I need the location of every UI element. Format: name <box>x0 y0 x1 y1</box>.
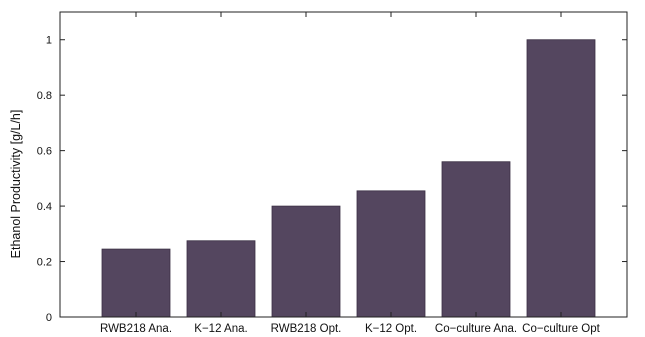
y-tick-label-5: 1 <box>46 35 52 47</box>
y-tick-label-2: 0.4 <box>37 201 52 213</box>
axes-layer <box>59 11 628 318</box>
x-category-label-4: Co−culture Ana. <box>435 323 517 335</box>
y-tick-label-4: 0.8 <box>37 90 52 102</box>
bar-1 <box>186 240 256 318</box>
bar-5 <box>526 39 596 318</box>
x-category-label-3: K−12 Opt. <box>365 323 417 335</box>
x-category-label-5: Co−culture Opt <box>522 323 600 335</box>
y-tick-label-0: 0 <box>46 312 52 324</box>
x-category-label-0: RWB218 Ana. <box>100 323 172 335</box>
bar-4 <box>441 161 511 318</box>
plot-frame <box>59 11 628 318</box>
bar-3 <box>356 190 426 318</box>
x-category-label-2: RWB218 Opt. <box>271 323 342 335</box>
bar-2 <box>271 205 341 318</box>
labels-layer: 0 0.2 0.4 0.6 0.8 1 RWB218 Ana. K−12 Ana. RWB218… <box>37 35 601 335</box>
y-axis-label: Ethanol Productivity [g/L/h] <box>9 110 23 259</box>
y-tick-label-1: 0.2 <box>37 257 52 269</box>
bar-0 <box>101 248 171 318</box>
y-tick-label-3: 0.6 <box>37 146 52 158</box>
x-category-label-1: K−12 Ana. <box>194 323 247 335</box>
bars-layer <box>101 39 596 318</box>
